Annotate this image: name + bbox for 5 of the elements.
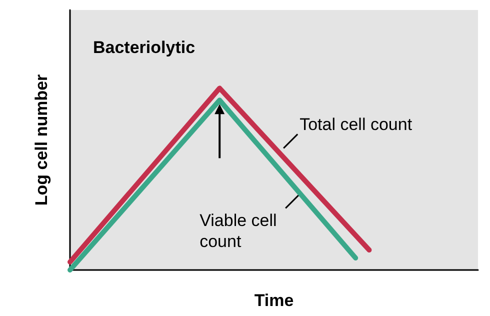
series-label: Total cell count — [300, 115, 412, 134]
x-axis-title: Time — [254, 291, 294, 310]
series-label: Viable cell count — [200, 211, 282, 252]
chart-title: Bacteriolytic — [93, 38, 196, 57]
y-axis-title: Log cell number — [32, 74, 51, 206]
